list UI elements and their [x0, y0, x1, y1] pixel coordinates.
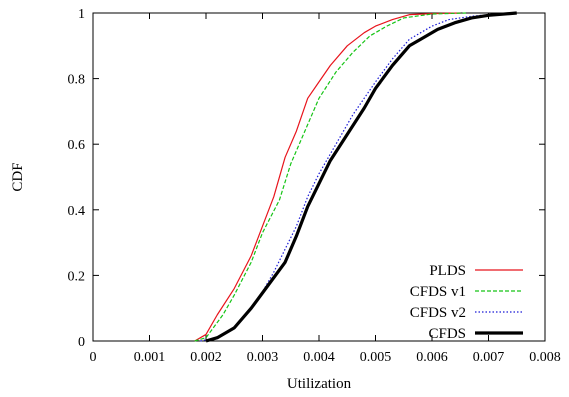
plot-area-frame	[92, 12, 546, 342]
legend-label: CFDS v2	[410, 305, 466, 321]
x-tick-label: 0.002	[190, 350, 222, 365]
y-tick-label: 1	[78, 7, 85, 22]
legend-label: CFDS	[428, 326, 466, 342]
x-tick-label: 0.007	[473, 350, 505, 365]
x-tick-label: 0.005	[360, 350, 392, 365]
legend: PLDS CFDS v1 CFDS v2 CFDS	[410, 263, 523, 342]
x-axis-title: Utilization	[287, 376, 352, 392]
axis-ticks: 0 0.001 0.002 0.003 0.004 0.005 0.006 0.007 0.00…	[68, 7, 561, 365]
series-line-cfds-v1	[194, 12, 466, 342]
x-tick-label: 0.004	[303, 350, 335, 365]
y-tick-label: 0.8	[68, 73, 86, 88]
y-tick-label: 0	[78, 335, 85, 350]
x-tick-label: 0.001	[134, 350, 166, 365]
legend-label: PLDS	[429, 263, 466, 279]
y-tick-label: 0.2	[68, 269, 86, 284]
y-tick-label: 0.4	[68, 204, 86, 219]
legend-label: CFDS v1	[410, 284, 466, 300]
series-line-cfds	[205, 11, 517, 343]
series-line-cfds-v2	[200, 12, 517, 342]
series-line-plds	[194, 12, 461, 342]
x-tick-label: 0	[90, 350, 97, 365]
x-tick-label: 0.008	[529, 350, 561, 365]
y-tick-label: 0.6	[68, 138, 86, 153]
x-tick-label: 0.003	[247, 350, 279, 365]
series-lines	[194, 11, 517, 343]
y-axis-title: CDF	[10, 162, 26, 191]
x-tick-label: 0.006	[416, 350, 448, 365]
